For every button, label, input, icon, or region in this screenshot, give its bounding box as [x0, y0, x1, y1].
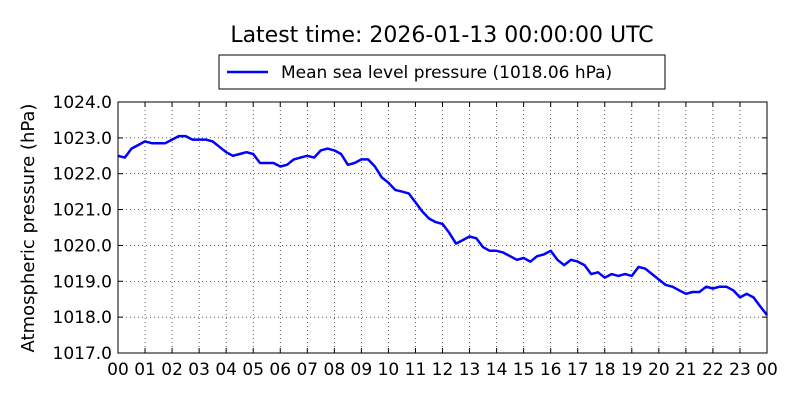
series-line — [117, 134, 768, 316]
x-tick-label: 19 — [621, 360, 643, 380]
plot-frame — [117, 101, 768, 354]
x-tick-label: 21 — [675, 360, 697, 380]
tick-labels: 00 01 02 03 04 05 06 07 08 09 10 11 12 13 14 15 16 17 18 19… — [53, 93, 778, 380]
x-tick-label: 16 — [540, 360, 562, 380]
y-tick-label: 1017.0 — [53, 344, 112, 364]
x-tick-label: 18 — [594, 360, 616, 380]
x-tick-label: 05 — [242, 360, 264, 380]
x-tick-label: 02 — [161, 360, 183, 380]
x-tick-label: 03 — [188, 360, 210, 380]
legend-box — [218, 54, 666, 90]
x-tick-label: 14 — [486, 360, 508, 380]
legend-label: Mean sea level pressure (1018.06 hPa) — [281, 63, 612, 83]
x-tick-label: 04 — [215, 360, 237, 380]
y-tick-label: 1018.0 — [53, 308, 112, 328]
x-tick-label: 12 — [432, 360, 454, 380]
x-tick-label: 15 — [513, 360, 535, 380]
legend: Mean sea level pressure (1018.06 hPa) — [218, 54, 666, 90]
series-group — [117, 134, 768, 316]
y-tick-label: 1022.0 — [53, 165, 112, 185]
x-tick-label: 10 — [378, 360, 400, 380]
y-tick-label: 1020.0 — [53, 236, 112, 256]
y-axis-label: Atmospheric pressure (hPa) — [18, 104, 39, 353]
x-tick-label: 07 — [296, 360, 318, 380]
x-tick-label: 00 — [756, 360, 778, 380]
y-tick-label: 1024.0 — [53, 93, 112, 113]
grid — [118, 102, 767, 353]
x-tick-label: 06 — [269, 360, 291, 380]
y-tick-label: 1019.0 — [53, 272, 112, 292]
x-tick-label: 20 — [648, 360, 670, 380]
x-tick-label: 01 — [134, 360, 156, 380]
ticks — [117, 101, 768, 354]
y-tick-label: 1023.0 — [53, 129, 112, 149]
chart-title: Latest time: 2026-01-13 00:00:00 UTC — [230, 23, 653, 48]
x-tick-label: 22 — [702, 360, 724, 380]
x-tick-label: 17 — [567, 360, 589, 380]
x-tick-label: 00 — [107, 360, 129, 380]
x-tick-label: 09 — [351, 360, 373, 380]
x-tick-label: 11 — [405, 360, 427, 380]
x-tick-label: 08 — [324, 360, 346, 380]
y-tick-label: 1021.0 — [53, 201, 112, 221]
x-tick-label: 13 — [459, 360, 481, 380]
x-tick-label: 23 — [729, 360, 751, 380]
